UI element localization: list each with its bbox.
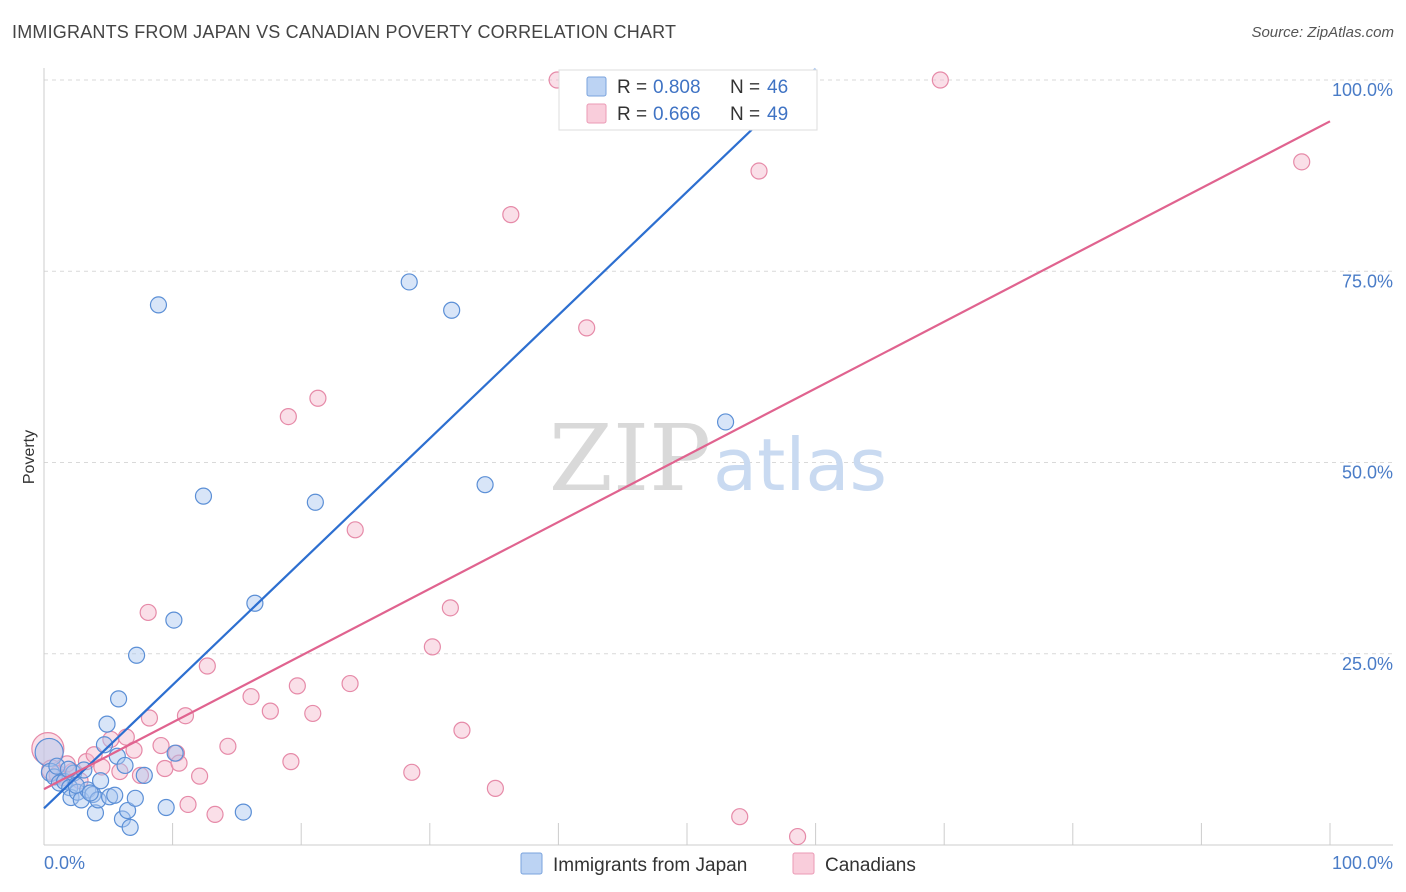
series-legend: Immigrants from Japan Canadians	[520, 852, 916, 876]
canada-point	[242, 687, 260, 706]
canada-point	[191, 767, 209, 785]
japan-point	[165, 611, 183, 629]
legend-japan-r-label: R =	[617, 77, 647, 98]
japan-point	[400, 273, 418, 291]
grid-lines	[44, 79, 1393, 655]
canada-point	[219, 737, 237, 755]
canada-point	[288, 677, 306, 695]
bottom-legend-japan-swatch	[520, 852, 543, 875]
japan-point	[443, 301, 461, 319]
japan-point	[67, 776, 85, 794]
canada-point	[341, 674, 359, 693]
legend-canada-r-label: R =	[617, 104, 647, 125]
japan-point	[121, 818, 139, 837]
japan-point	[116, 756, 134, 775]
japan-point	[135, 766, 153, 784]
legend-canada-n-value: 49	[767, 104, 788, 125]
canada-point	[309, 389, 327, 407]
canada-point	[486, 779, 504, 797]
legend-japan-swatch	[586, 76, 607, 97]
canada-point	[206, 805, 224, 824]
y-tick-label: 100.0%	[1332, 80, 1393, 100]
japan-point	[86, 804, 105, 822]
correlation-legend: R = 0.808 N = 46 R = 0.666 N = 49	[558, 69, 818, 131]
japan-trend-line	[43, 117, 765, 810]
japan-point	[127, 646, 146, 664]
canada-point	[403, 763, 421, 781]
japan-point	[166, 744, 184, 762]
japan-point	[81, 784, 99, 802]
japan-point	[95, 736, 114, 754]
canada-point	[1293, 153, 1311, 171]
japan-point	[149, 296, 168, 314]
canada-point	[423, 638, 441, 656]
japan-point	[126, 789, 144, 807]
canada-point	[750, 162, 768, 180]
canada-point	[453, 721, 471, 739]
japan-point	[246, 594, 264, 612]
bottom-legend-japan-label: Immigrants from Japan	[553, 855, 747, 876]
legend-japan-n-value: 46	[767, 77, 788, 98]
canada-point	[198, 657, 216, 675]
source-label: Source: ZipAtlas.com	[1251, 24, 1394, 41]
canada-point	[179, 795, 197, 814]
japan-point	[157, 798, 175, 817]
canada-trend-line	[43, 120, 1331, 791]
canada-point	[170, 754, 188, 772]
japan-point	[98, 715, 116, 733]
x-tick-label: 0.0%	[44, 853, 85, 873]
chart-title: IMMIGRANTS FROM JAPAN VS CANADIAN POVERT…	[12, 22, 677, 42]
watermark-zip: ZIP	[549, 405, 711, 512]
canada-point	[282, 753, 300, 771]
canada-point	[578, 319, 596, 337]
canada-point	[279, 408, 297, 426]
canada-point	[346, 521, 364, 539]
y-axis-label: Poverty	[21, 430, 38, 484]
y-tick-label: 25.0%	[1342, 654, 1393, 674]
japan-point	[476, 476, 494, 494]
canada-point	[502, 206, 520, 224]
japan-point	[91, 772, 110, 790]
canada-point	[788, 827, 807, 846]
y-tick-label: 50.0%	[1342, 463, 1393, 483]
tick-labels: 25.0% 50.0% 75.0% 100.0% 0.0% 100.0%	[44, 80, 1393, 873]
canada-point	[441, 599, 459, 617]
canada-point	[931, 71, 949, 89]
japan-point	[716, 413, 735, 431]
legend-japan-n-label: N =	[730, 77, 760, 98]
legend-canada-swatch	[586, 103, 607, 124]
japan-point	[59, 760, 78, 778]
canada-point	[152, 736, 170, 755]
watermark: ZIP atlas	[549, 405, 887, 512]
japan-point	[194, 487, 213, 505]
canada-point	[131, 766, 150, 784]
bottom-legend-canada-label: Canadians	[825, 855, 916, 876]
y-tick-label: 75.0%	[1342, 271, 1393, 291]
watermark-atlas: atlas	[713, 423, 887, 507]
series-immigrants-from-japan	[34, 71, 735, 837]
canada-point	[731, 808, 749, 826]
axes	[43, 68, 1393, 846]
legend-japan-r-value: 0.808	[653, 77, 701, 98]
canada-point	[139, 603, 157, 622]
canada-point	[261, 702, 279, 720]
legend-canada-n-label: N =	[730, 104, 760, 125]
x-tick-label: 100.0%	[1332, 853, 1393, 873]
bottom-legend-canada-swatch	[792, 852, 815, 875]
legend-canada-r-value: 0.666	[653, 104, 701, 125]
canada-point	[304, 704, 322, 723]
japan-point	[118, 801, 137, 820]
japan-point	[106, 786, 124, 804]
canada-point	[140, 709, 159, 727]
japan-point	[306, 493, 324, 511]
japan-point	[234, 803, 252, 821]
japan-point	[109, 690, 128, 708]
